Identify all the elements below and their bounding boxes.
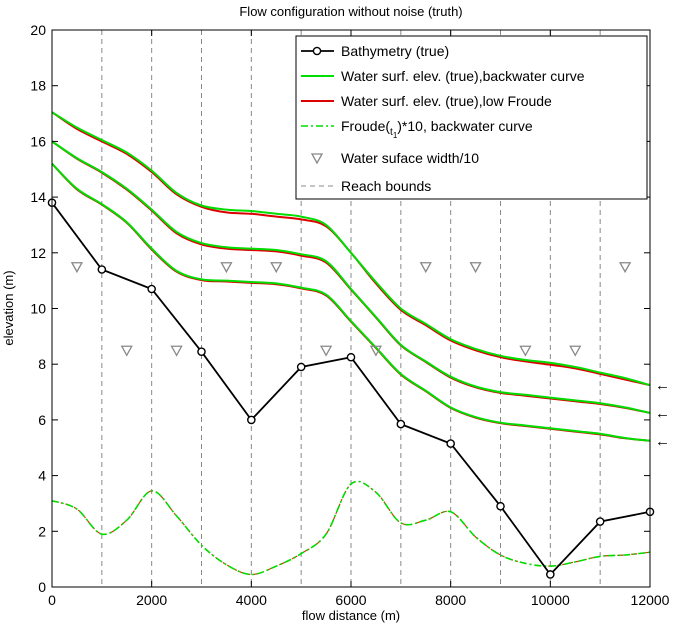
x-tick-label: 6000 [335, 592, 366, 608]
y-tick-label: 20 [30, 22, 46, 38]
bathymetry-point [546, 570, 555, 579]
width-marker [419, 262, 432, 274]
y-tick-label: 18 [30, 78, 46, 94]
width-marker [569, 345, 582, 357]
x-axis-ticks: 0 2000 4000 6000 8000 10000 12000 [48, 30, 670, 608]
arrow-markers: ← ← ← [655, 377, 670, 450]
width-marker [270, 262, 283, 274]
legend: Bathymetry (true) Water surf. elev. (true… [295, 35, 648, 200]
backwater-line [51, 111, 651, 387]
y-tick-label: 14 [30, 189, 46, 205]
y-tick-label: 2 [38, 523, 46, 539]
legend-label: Water surf. elev. (true),backwater curve [341, 68, 585, 84]
bathymetry-point [147, 284, 156, 294]
bathymetry-point [197, 347, 206, 356]
legend-label: Bathymetry (true) [341, 43, 449, 59]
x-tick-label: 8000 [435, 592, 466, 608]
chart-title: Flow configuration without noise (truth) [239, 4, 462, 19]
width-marker [170, 345, 183, 357]
legend-label: Froude(t1)*10, backwater curve [341, 118, 533, 140]
arrow-label: ← [655, 377, 670, 394]
y-axis-ticks: 0 2 4 6 8 10 12 14 16 18 20 [30, 22, 650, 595]
width-marker [519, 345, 532, 357]
legend-swatch-marker [310, 153, 324, 165]
bathymetry-point [396, 419, 406, 429]
legend-label: Reach bounds [341, 178, 431, 194]
width-markers [70, 262, 632, 357]
bathymetry-point [296, 362, 306, 372]
x-tick-label: 10000 [531, 592, 570, 608]
y-tick-label: 10 [30, 301, 46, 317]
legend-label: Water suface width/10 [341, 150, 479, 166]
y-tick-label: 16 [30, 133, 46, 149]
backwater-line [51, 140, 651, 414]
y-tick-label: 4 [38, 468, 46, 484]
legend-label: Water surf. elev. (true),low Froude [341, 93, 552, 109]
bathymetry-point [595, 517, 605, 526]
froude-line [51, 480, 651, 576]
width-marker [120, 345, 133, 357]
width-marker [220, 262, 233, 274]
width-marker [70, 262, 84, 274]
x-tick-label: 12000 [631, 592, 670, 608]
x-tick-label: 2000 [136, 592, 167, 608]
bathymetry-point [446, 439, 455, 448]
width-marker [469, 262, 482, 274]
x-tick-label: 4000 [236, 592, 267, 608]
width-marker [319, 345, 333, 357]
legend-swatch-marker [312, 46, 322, 56]
arrow-label: ← [655, 405, 670, 422]
water-surface-series [51, 111, 651, 442]
y-tick-label: 8 [38, 356, 46, 372]
bathymetry-point [346, 352, 356, 362]
x-axis-label: flow distance (m) [302, 608, 400, 623]
backwater-line [51, 162, 651, 442]
width-marker [369, 345, 383, 357]
y-tick-label: 12 [30, 245, 46, 261]
arrow-label: ← [655, 433, 670, 450]
x-tick-label: 0 [48, 592, 56, 608]
bathymetry-point [97, 265, 107, 274]
y-axis-label: elevation (m) [1, 270, 16, 345]
bathymetry-series [47, 198, 655, 579]
bathymetry-point [247, 415, 256, 425]
y-tick-label: 0 [38, 579, 46, 595]
width-marker [618, 262, 632, 274]
froude-series [51, 480, 651, 576]
legend-box [295, 35, 648, 200]
y-tick-label: 6 [38, 412, 46, 428]
bathymetry-point [496, 501, 505, 511]
